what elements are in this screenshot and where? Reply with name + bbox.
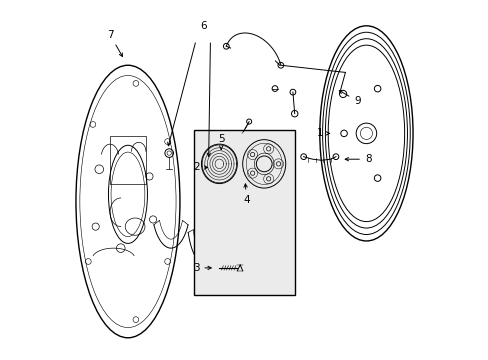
Text: 2: 2 — [192, 162, 207, 172]
Bar — [109, 136, 146, 184]
Text: 8: 8 — [345, 154, 371, 164]
Text: 7: 7 — [106, 30, 122, 57]
Text: 6: 6 — [200, 21, 206, 31]
Bar — [194, 130, 294, 295]
Text: 3: 3 — [192, 263, 211, 273]
Text: 4: 4 — [243, 184, 249, 205]
Text: 5: 5 — [218, 134, 224, 149]
Text: 1: 1 — [316, 129, 329, 138]
Text: 9: 9 — [339, 90, 360, 106]
